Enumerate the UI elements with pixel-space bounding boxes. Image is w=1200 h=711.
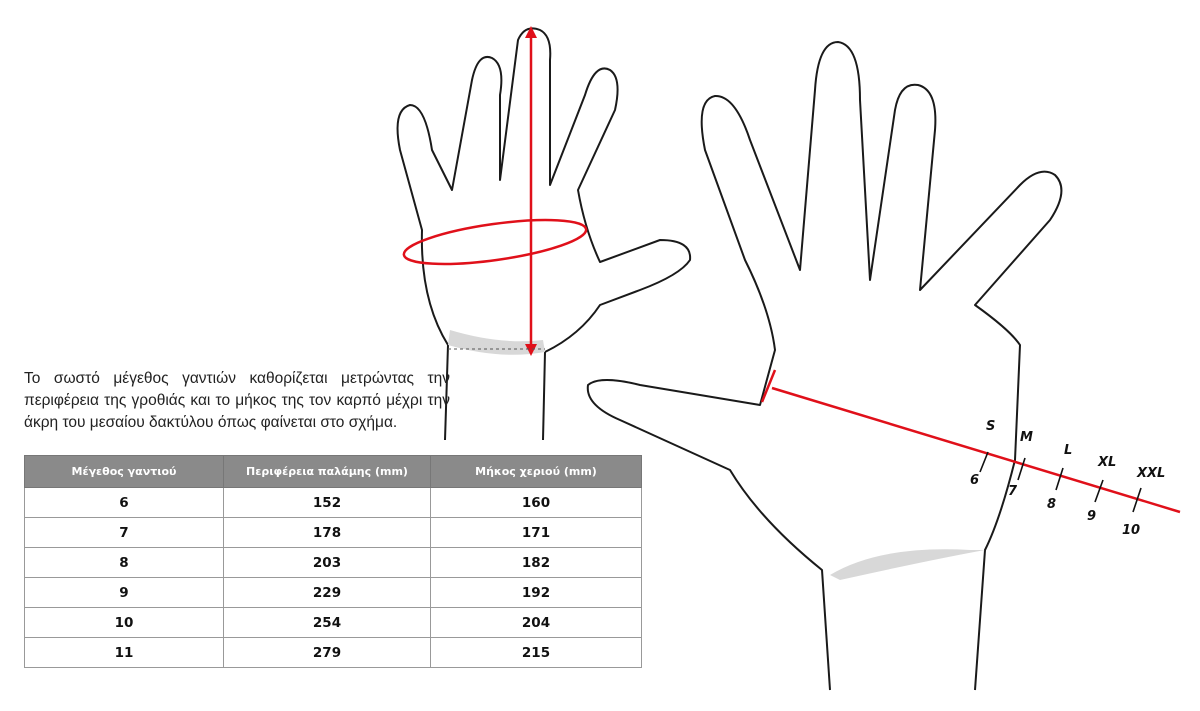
table-row: 6 152 160 <box>24 487 642 518</box>
table-row: 9 229 192 <box>24 577 642 608</box>
intro-text: Το σωστό μέγεθος γαντιών καθορίζεται μετ… <box>24 370 450 431</box>
table-row: 8 203 182 <box>24 547 642 578</box>
table-cell: 178 <box>223 517 431 548</box>
table-cell: 11 <box>24 637 224 668</box>
scale-letter: XL <box>1097 455 1116 470</box>
scale-letter: M <box>1020 430 1033 445</box>
scale-number: 8 <box>1047 497 1056 512</box>
table-cell: 254 <box>223 607 431 638</box>
table-row: 11 279 215 <box>24 637 642 668</box>
table-row: 7 178 171 <box>24 517 642 548</box>
table-cell: 279 <box>223 637 431 668</box>
column-header-size: Μέγεθος γαντιού <box>24 455 224 488</box>
column-header-length: Μήκος χεριού (mm) <box>430 455 642 488</box>
table-cell: 203 <box>223 547 431 578</box>
table-cell: 8 <box>24 547 224 578</box>
palm-circumference-loop <box>402 218 588 266</box>
column-header-circumference: Περιφέρεια παλάμης (mm) <box>223 455 431 488</box>
size-scale-line <box>771 386 1181 514</box>
table-cell: 6 <box>24 487 224 518</box>
table-cell: 7 <box>24 517 224 548</box>
scale-letter: XXL <box>1136 466 1165 481</box>
scale-number: 6 <box>970 473 979 488</box>
scale-letter: S <box>986 419 995 434</box>
table-row: 10 254 204 <box>24 607 642 638</box>
table-cell: 171 <box>430 517 642 548</box>
scale-number: 10 <box>1122 523 1140 538</box>
table-cell: 192 <box>430 577 642 608</box>
glove-size-table: Μέγεθος γαντιού Περιφέρεια παλάμης (mm) … <box>24 455 642 668</box>
scale-letter: L <box>1064 443 1072 458</box>
table-cell: 9 <box>24 577 224 608</box>
scale-number: 9 <box>1087 509 1096 524</box>
scale-number: 7 <box>1008 484 1018 499</box>
table-cell: 10 <box>24 607 224 638</box>
table-cell: 152 <box>223 487 431 518</box>
large-hand-outline <box>586 41 1063 691</box>
table-cell: 229 <box>223 577 431 608</box>
table-cell: 182 <box>430 547 642 578</box>
table-cell: 160 <box>430 487 642 518</box>
table-cell: 215 <box>430 637 642 668</box>
table-cell: 204 <box>430 607 642 638</box>
